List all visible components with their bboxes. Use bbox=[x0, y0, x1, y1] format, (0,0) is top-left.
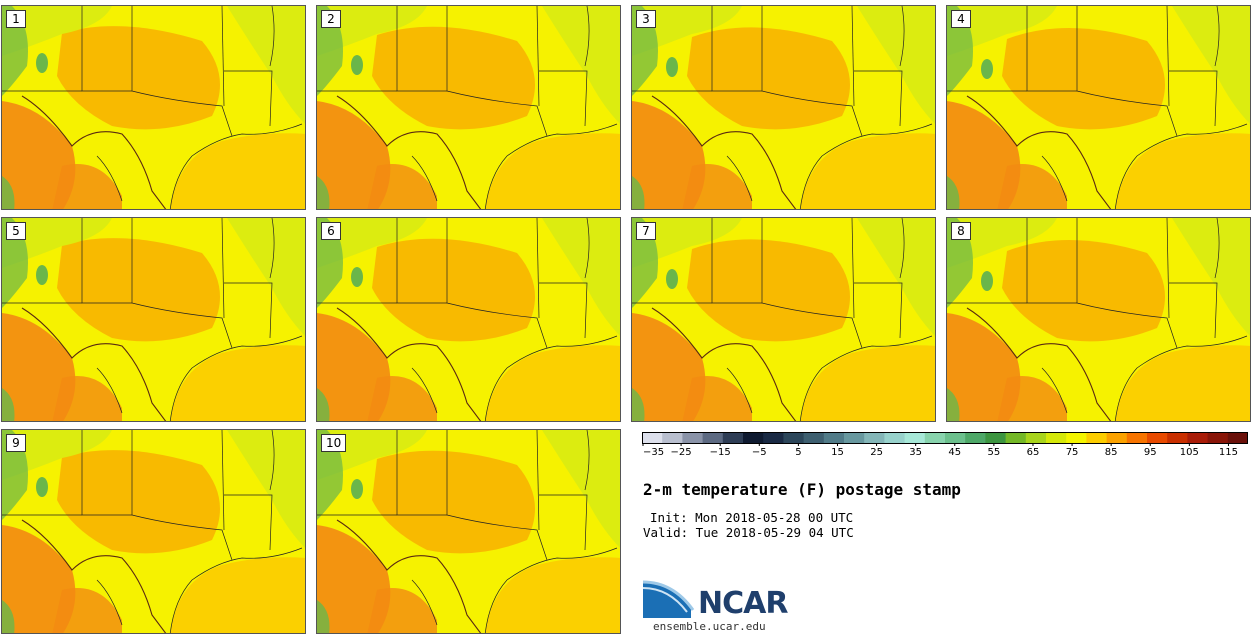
colorbar-segment bbox=[1005, 432, 1027, 443]
member-label: 1 bbox=[6, 10, 26, 28]
colorbar-tick-label: 35 bbox=[909, 447, 922, 456]
temperature-map bbox=[2, 6, 305, 209]
valid-time: Valid: Tue 2018-05-29 04 UTC bbox=[643, 525, 854, 540]
colorbar-segment bbox=[743, 432, 764, 443]
colorbar-tick-label: 95 bbox=[1144, 447, 1157, 456]
member-label: 3 bbox=[636, 10, 656, 28]
colorbar-segment bbox=[1066, 432, 1087, 443]
colorbar-segment bbox=[682, 432, 704, 443]
colorbar-segment bbox=[1187, 432, 1209, 443]
colorbar-segment bbox=[702, 432, 724, 443]
colorbar-segment bbox=[642, 432, 663, 443]
colorbar-segment bbox=[1046, 432, 1067, 443]
member-panel-2: 2 bbox=[316, 5, 621, 210]
chart-title: 2-m temperature (F) postage stamp bbox=[643, 480, 961, 499]
colorbar-tick-label: 65 bbox=[1027, 447, 1040, 456]
temperature-map bbox=[632, 6, 935, 209]
colorbar-segment bbox=[1167, 432, 1188, 443]
colorbar-tick-label: 115 bbox=[1219, 447, 1238, 456]
temperature-map bbox=[317, 218, 620, 421]
member-label: 6 bbox=[321, 222, 341, 240]
colorbar-segment bbox=[803, 432, 825, 443]
colorbar-tick-label: −5 bbox=[752, 447, 767, 456]
member-panel-1: 1 bbox=[1, 5, 306, 210]
member-panel-3: 3 bbox=[631, 5, 936, 210]
temperature-map bbox=[632, 218, 935, 421]
member-panel-10: 10 bbox=[316, 429, 621, 634]
member-label: 2 bbox=[321, 10, 341, 28]
colorbar-segment bbox=[945, 432, 966, 443]
colorbar-segment bbox=[1086, 432, 1108, 443]
colorbar-segment bbox=[1207, 432, 1229, 443]
colorbar-segment bbox=[1227, 432, 1248, 443]
colorbar-tick-label: 5 bbox=[795, 447, 801, 456]
member-panel-7: 7 bbox=[631, 217, 936, 422]
colorbar-tick-label: 25 bbox=[870, 447, 883, 456]
temperature-map bbox=[947, 218, 1250, 421]
temperature-map bbox=[317, 430, 620, 633]
colorbar-segment bbox=[924, 432, 946, 443]
colorbar-segment bbox=[965, 432, 986, 443]
member-label: 10 bbox=[321, 434, 347, 452]
colorbar-tick-label: −25 bbox=[671, 447, 692, 456]
member-label: 5 bbox=[6, 222, 26, 240]
colorbar-tick-label: 105 bbox=[1180, 447, 1199, 456]
member-panel-6: 6 bbox=[316, 217, 621, 422]
member-label: 4 bbox=[951, 10, 971, 28]
temperature-map bbox=[2, 430, 305, 633]
colorbar-segment bbox=[823, 432, 845, 443]
init-time: Init: Mon 2018-05-28 00 UTC bbox=[650, 510, 854, 525]
member-panel-5: 5 bbox=[1, 217, 306, 422]
colorbar-tick-label: 85 bbox=[1105, 447, 1118, 456]
colorbar-segment bbox=[1106, 432, 1128, 443]
colorbar-segment bbox=[662, 432, 683, 443]
ncar-logo-text: NCAR bbox=[698, 586, 788, 621]
colorbar-tick-label: 55 bbox=[988, 447, 1001, 456]
member-label: 9 bbox=[6, 434, 26, 452]
colorbar-segment bbox=[864, 432, 885, 443]
member-panel-4: 4 bbox=[946, 5, 1251, 210]
colorbar-segment bbox=[904, 432, 926, 443]
colorbar-segment bbox=[763, 432, 784, 443]
member-panel-8: 8 bbox=[946, 217, 1251, 422]
member-label: 7 bbox=[636, 222, 656, 240]
colorbar-segment bbox=[884, 432, 906, 443]
colorbar-segment bbox=[1126, 432, 1148, 443]
colorbar-tick-label: −35 bbox=[643, 447, 664, 456]
colorbar-tick-label: −15 bbox=[710, 447, 731, 456]
ncar-logo-icon bbox=[643, 580, 695, 618]
colorbar-segment bbox=[1025, 432, 1047, 443]
colorbar-segment bbox=[844, 432, 865, 443]
member-label: 8 bbox=[951, 222, 971, 240]
site-url: ensemble.ucar.edu bbox=[653, 620, 766, 633]
colorbar-tick-label: 45 bbox=[948, 447, 961, 456]
temperature-colorbar: −35 −25 −15 −5 5 15 25 35 45 55 65 75 85 95 105 115 bbox=[642, 432, 1248, 456]
temperature-map bbox=[2, 218, 305, 421]
temperature-map bbox=[317, 6, 620, 209]
colorbar-segment bbox=[985, 432, 1007, 443]
colorbar-segment bbox=[783, 432, 805, 443]
temperature-map bbox=[947, 6, 1250, 209]
colorbar-tick-label: 15 bbox=[831, 447, 844, 456]
member-panel-9: 9 bbox=[1, 429, 306, 634]
colorbar-segment bbox=[1147, 432, 1168, 443]
colorbar-segment bbox=[722, 432, 744, 443]
colorbar-frame bbox=[642, 432, 1248, 444]
colorbar-tick-label: 75 bbox=[1066, 447, 1079, 456]
